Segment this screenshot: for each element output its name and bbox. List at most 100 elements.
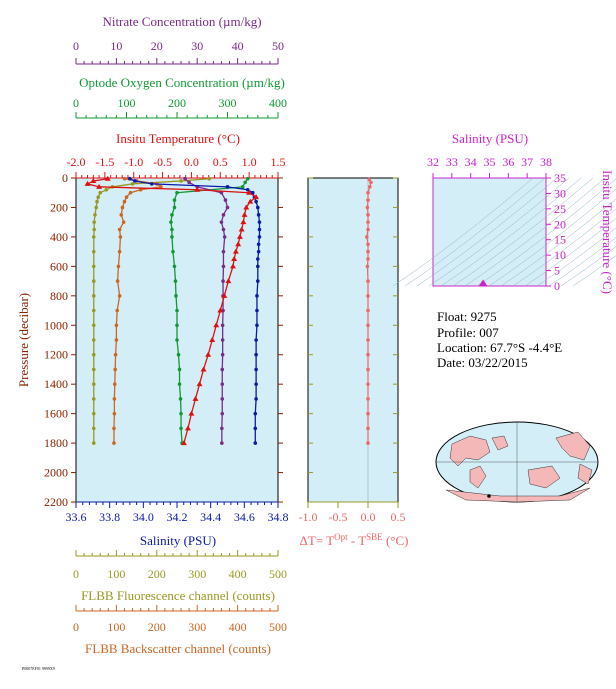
ts-isopycnal [524,218,616,287]
nitrate-tick-label: 50 [272,39,284,53]
nitrate-point [220,441,224,445]
profile-number: Profile: 007 [437,325,499,340]
ts-isopycnal [548,237,616,287]
temperature-point [213,322,220,328]
salinity-point [255,264,260,269]
fluorescence-point [91,338,96,342]
delta-t-point [366,242,370,247]
salinity-tick-label: 34.0 [133,510,154,524]
backscatter-point [112,426,116,431]
temperature-point [104,175,111,181]
pressure-tick-label: 800 [50,289,68,303]
delta-t-point [365,264,370,269]
ts-salinity-label: Salinity (PSU) [452,131,528,146]
salinity-point [255,308,259,313]
salinity-point [133,179,137,183]
ts-salinity-tick-label: 37 [521,155,533,169]
salinity-tick-label: 33.6 [66,510,87,524]
fluorescence-point [91,279,96,283]
temperature-point [217,307,224,313]
nitrate-point [225,205,230,210]
ts-temperature-tick-label: 15 [554,233,566,247]
backscatter-point [113,352,118,357]
oxygen-point [245,176,250,181]
fluorescence-point [91,411,96,416]
temperature-point [180,440,187,446]
temperature-point [194,186,201,192]
salinity-axis-label: Salinity (PSU) [140,533,216,548]
backscatter-point [112,397,117,401]
nitrate-point [183,176,187,181]
oxygen-point [170,235,174,239]
pressure-tick-label: 1800 [44,436,68,450]
temperature-point [235,241,242,247]
salinity-point [257,220,262,224]
backscatter-point [119,213,124,217]
salinity-point [254,397,258,401]
salinity-point [253,426,258,431]
ts-isopycnal [440,177,582,287]
salinity-point [256,213,261,217]
oxygen-tick-label: 100 [118,96,136,110]
fluorescence-tick-label: 400 [229,567,247,581]
oxygen-point [177,367,182,372]
backscatter-point [115,308,120,313]
ts-temperature-tick-label: 10 [554,248,566,262]
oxygen-point [176,352,181,357]
salinity-tick-label: 34.4 [200,510,221,524]
oxygen-tick-label: 400 [269,96,287,110]
oxygen-point [172,264,177,269]
delta-t-tick-label: 0.5 [391,510,406,524]
pressure-tick-label: 1000 [44,318,68,332]
oxygen-point [177,382,182,386]
backscatter-point [117,227,122,232]
temperature-tick-label: 1.5 [271,155,286,169]
ts-salinity-tick-label: 33 [446,155,458,169]
fluorescence-point [95,199,99,204]
fluorescence-point [130,182,135,186]
fluorescence-tick-label: 300 [188,567,206,581]
salinity-point [254,338,258,342]
salinity-point [225,185,230,189]
ts-isopycnal [560,246,616,287]
backscatter-point [128,190,133,195]
oxygen-point [169,220,173,224]
oxygen-point [170,227,174,232]
nitrate-tick-label: 30 [191,39,203,53]
pressure-axis-label: Pressure (decibar) [16,293,31,387]
fluorescence-point [91,308,96,313]
oxygen-point [240,185,245,189]
fluorescence-point [91,352,96,357]
ts-isopycnal [404,177,546,287]
fluorescence-point [91,323,96,328]
nitrate-point [222,235,227,239]
pressure-tick-label: 600 [50,259,68,273]
temperature-point [90,177,97,183]
salinity-point [255,294,259,298]
fluorescence-point [94,205,98,210]
pressure-tick-label: 2000 [44,466,68,480]
ts-temperature-tick-label: 30 [554,186,566,200]
backscatter-point [116,264,121,269]
delta-t-point [366,198,370,202]
pressure-tick-label: 1600 [44,407,68,421]
temperature-point [221,292,228,298]
salinity-point [255,205,260,210]
ts-temperature-tick-label: 5 [554,264,560,278]
fluorescence-tick-label: 500 [269,567,287,581]
ts-temperature-tick-label: 35 [554,171,566,185]
ts-isopycnal [512,208,616,287]
temperature-tick-label: 0.0 [184,155,199,169]
delta-t-point [366,352,370,357]
salinity-tick-label: 34.6 [234,510,255,524]
temperature-point [236,233,243,239]
delta-t-point [366,441,370,445]
nitrate-tick-label: 10 [110,39,122,53]
salinity-tick-label: 34.8 [268,510,289,524]
nitrate-point [221,264,226,269]
fluorescence-point [91,441,96,445]
delta-t-point [366,338,370,342]
fluorescence-point [91,294,96,298]
delta-t-point [366,227,370,232]
backscatter-point [114,338,119,342]
